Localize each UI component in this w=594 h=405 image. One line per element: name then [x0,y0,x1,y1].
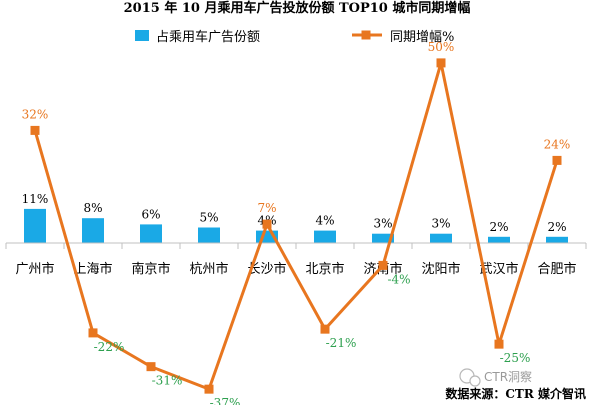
bar [488,236,510,243]
line-value-label: -31% [152,374,183,388]
category-label: 南京市 [131,261,170,277]
bar [198,227,220,243]
bar-value-label: 3% [431,217,450,231]
line-marker [378,260,388,270]
category-label: 杭州市 [189,261,228,277]
bar-value-label: 2% [547,220,566,234]
line-marker [552,155,562,165]
line-value-label: -22% [94,340,125,354]
bar [430,233,452,243]
line-marker [436,58,446,68]
category-label: 广州市 [15,261,54,277]
bar [372,233,394,243]
line-value-label: -25% [500,351,531,365]
category-label: 合肥市 [537,261,576,277]
bar-value-label: 8% [83,201,102,215]
chart-title: 2015 年 10 月乘用车广告投放份额 TOP10 城市同期增幅 [124,0,471,16]
bar-value-label: 2% [489,220,508,234]
bar-value-label: 11% [22,192,49,206]
line-value-label: 24% [544,137,571,151]
category-label: 上海市 [73,261,112,277]
wechat-icon-secondary [469,375,481,387]
bar [82,218,104,243]
category-label: 北京市 [305,261,344,277]
line-value-label: 32% [22,107,49,121]
line-value-label: -21% [326,336,357,350]
watermark: CTR洞察 [459,368,532,387]
legend-line-marker [361,30,371,40]
bar [24,208,46,243]
line-value-label: -4% [387,272,410,286]
line-marker [88,328,98,338]
watermark-text: CTR洞察 [484,370,532,384]
line-value-label: 7% [257,201,276,215]
line-marker [204,384,214,394]
legend-line-label: 同期增幅% [390,30,454,45]
line-marker [494,339,504,349]
growth-line [33,61,559,391]
bar-value-labels: 11%8%6%5%4%4%3%3%2%2% [22,192,567,234]
category-labels: 广州市上海市南京市杭州市长沙市北京市济南市沈阳市武汉市合肥市 [15,261,576,277]
category-ticks [5,243,587,249]
bar [140,224,162,243]
category-label: 长沙市 [247,261,286,277]
legend: 占乘用车广告份额 同期增幅% [135,29,454,45]
bar [546,236,568,243]
line-value-labels: 32% -22% -31% -37% 7% -21% -4% 50% -25% 24% [22,40,571,405]
bar-value-label: 5% [199,211,218,225]
bar [314,230,336,243]
bar-value-label: 3% [373,217,392,231]
category-label: 武汉市 [479,261,518,277]
line-value-label: 50% [428,40,455,54]
source-note: 数据来源：CTR 媒介智讯 [445,386,586,401]
bar-series [24,208,568,243]
line-marker [30,125,40,135]
category-label: 沈阳市 [421,261,460,277]
legend-bar-swatch [135,30,149,41]
bar-value-label: 4% [315,214,334,228]
line-marker [262,219,272,229]
line-marker [146,362,156,372]
line-series [30,58,562,394]
legend-bar-label: 占乘用车广告份额 [156,29,260,45]
line-value-label: -37% [210,396,241,405]
line-marker [320,324,330,334]
bar-value-label: 6% [141,207,160,221]
